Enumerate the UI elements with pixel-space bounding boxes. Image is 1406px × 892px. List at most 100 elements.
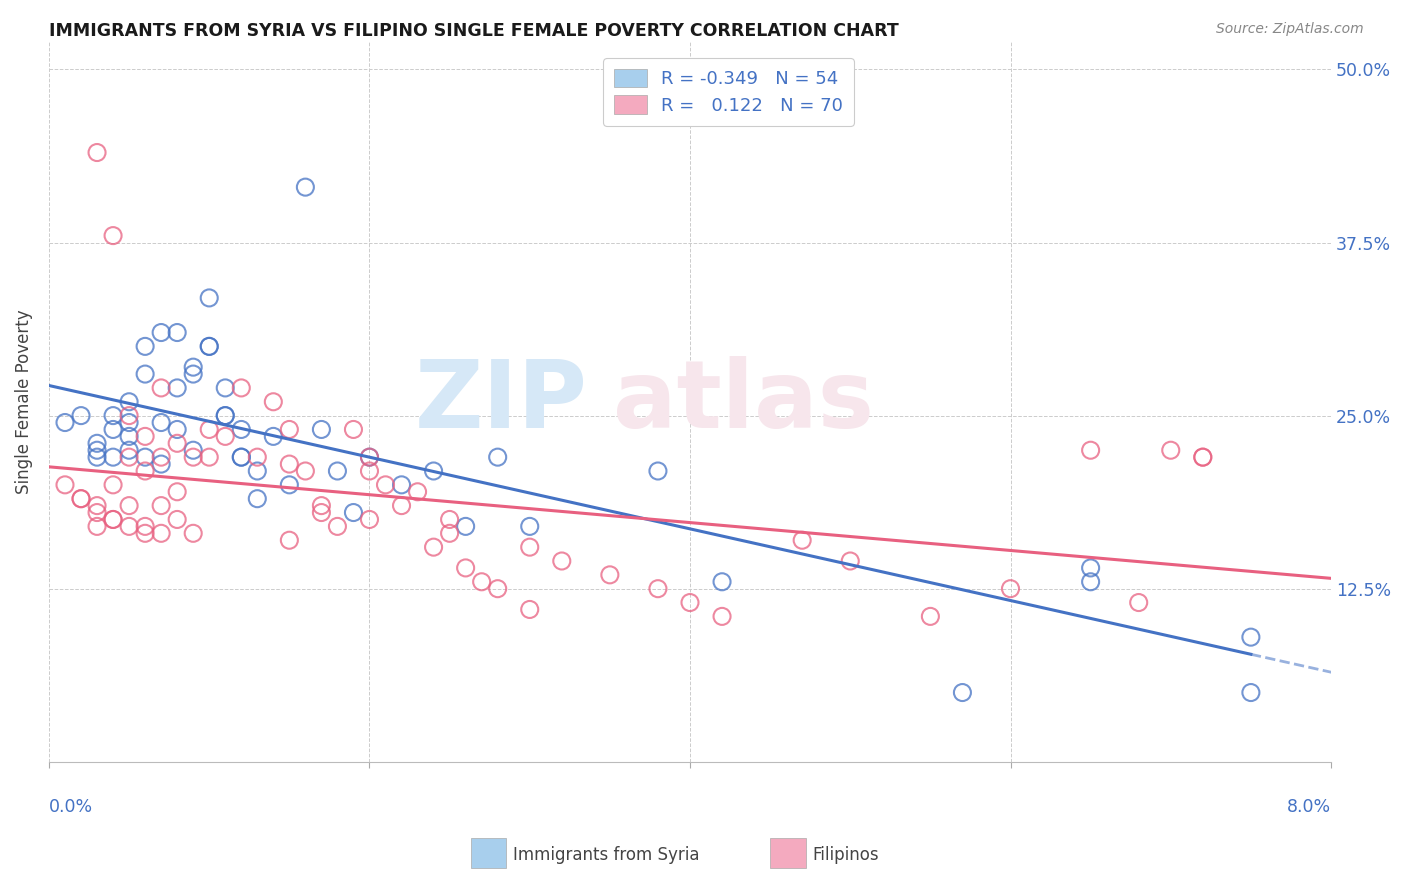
Point (1128, 595, 1150, 609)
Point (101, 512, 124, 526)
Point (53, 478, 76, 492)
Point (359, 512, 381, 526)
Point (118, 443, 141, 458)
Point (101, 228, 124, 243)
Point (166, 381, 188, 395)
Point (359, 450, 381, 465)
Point (86, 519, 108, 533)
Point (551, 554, 574, 568)
Point (792, 533, 814, 548)
Point (150, 526, 173, 541)
Point (134, 519, 156, 533)
Point (439, 512, 461, 526)
Point (246, 491, 269, 506)
Point (150, 499, 173, 513)
Point (599, 567, 621, 582)
Point (471, 574, 494, 589)
Point (311, 499, 333, 513)
Point (214, 381, 236, 395)
Point (231, 450, 253, 465)
Point (439, 526, 461, 541)
Point (150, 416, 173, 430)
Point (134, 526, 156, 541)
Point (311, 506, 333, 520)
Point (294, 464, 316, 478)
Point (101, 450, 124, 465)
Point (150, 326, 173, 340)
Point (86, 145, 108, 160)
Point (101, 512, 124, 526)
Point (86, 499, 108, 513)
Point (359, 464, 381, 478)
Point (326, 519, 349, 533)
Point (118, 429, 141, 443)
Point (359, 450, 381, 465)
Point (246, 464, 269, 478)
Point (181, 450, 204, 465)
Point (519, 602, 541, 616)
Point (150, 450, 173, 465)
Point (166, 484, 188, 499)
Point (118, 499, 141, 513)
Text: Filipinos: Filipinos (813, 846, 879, 863)
Point (278, 533, 301, 548)
Point (406, 484, 429, 499)
Point (1080, 574, 1102, 589)
Point (374, 478, 396, 492)
Point (278, 457, 301, 471)
Point (166, 436, 188, 450)
Point (454, 561, 477, 575)
Point (214, 429, 236, 443)
Point (839, 554, 862, 568)
Point (118, 450, 141, 465)
Point (150, 457, 173, 471)
Text: 0.0%: 0.0% (49, 797, 93, 816)
Point (181, 360, 204, 375)
Point (422, 464, 444, 478)
Point (391, 499, 413, 513)
Point (486, 450, 509, 465)
Point (86, 450, 108, 465)
Point (181, 526, 204, 541)
Point (1080, 561, 1102, 575)
Point (101, 422, 124, 436)
Point (198, 339, 221, 353)
Point (262, 394, 284, 409)
Point (231, 381, 253, 395)
Point (198, 450, 221, 465)
Point (214, 409, 236, 423)
Point (519, 540, 541, 554)
Point (166, 422, 188, 436)
Point (86, 436, 108, 450)
Point (101, 409, 124, 423)
Point (231, 422, 253, 436)
Text: atlas: atlas (613, 356, 875, 448)
Text: ZIP: ZIP (415, 356, 588, 448)
Point (86, 443, 108, 458)
Point (679, 595, 702, 609)
Point (711, 609, 734, 624)
Point (86, 506, 108, 520)
Point (1000, 582, 1022, 596)
Point (647, 582, 669, 596)
Y-axis label: Single Female Poverty: Single Female Poverty (15, 310, 32, 494)
Point (278, 478, 301, 492)
Point (198, 422, 221, 436)
Point (486, 582, 509, 596)
Point (70, 409, 93, 423)
Point (134, 339, 156, 353)
Point (1080, 443, 1102, 458)
Point (342, 506, 364, 520)
Point (166, 512, 188, 526)
Point (262, 429, 284, 443)
Point (920, 609, 942, 624)
Text: 8.0%: 8.0% (1286, 797, 1331, 816)
Point (181, 443, 204, 458)
Point (311, 422, 333, 436)
Point (1160, 443, 1182, 458)
Point (711, 574, 734, 589)
Point (70, 491, 93, 506)
Point (134, 429, 156, 443)
Point (198, 291, 221, 305)
Point (294, 180, 316, 194)
